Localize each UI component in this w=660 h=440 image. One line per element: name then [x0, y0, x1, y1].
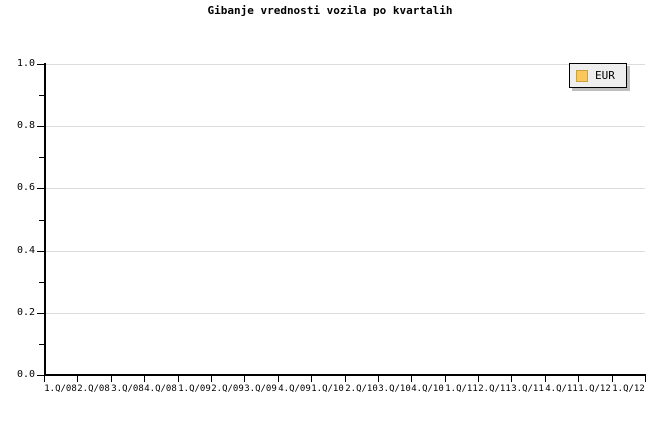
chart-title: Gibanje vrednosti vozila po kvartalih	[207, 4, 453, 17]
x-axis-tick	[144, 376, 145, 382]
legend-swatch-icon	[576, 69, 588, 82]
x-axis-tick-label: 3.Q/09	[244, 384, 277, 394]
x-axis-tick	[478, 376, 479, 382]
y-axis-tick	[37, 188, 44, 190]
x-axis-tick	[244, 376, 245, 382]
x-axis-tick-label: 1.Q/11	[445, 384, 478, 394]
x-axis-line	[44, 374, 646, 376]
x-axis-tick	[311, 376, 312, 382]
y-axis-tick-label: 1.0	[16, 58, 35, 69]
x-axis-tick-label: 2.Q/08	[77, 384, 110, 394]
x-axis-tick	[645, 376, 646, 382]
x-axis-tick	[345, 376, 346, 382]
gridline	[44, 188, 645, 190]
x-axis-tick-label: 4.Q/09	[278, 384, 311, 394]
x-axis-tick	[545, 376, 546, 382]
x-axis-tick	[411, 376, 412, 382]
y-axis-tick-label: 0.0	[16, 369, 35, 380]
y-axis-minor-tick	[39, 343, 44, 345]
legend-item-label: EUR	[595, 69, 615, 82]
x-axis-tick	[44, 376, 45, 382]
x-axis-tick-label: 3.Q/08	[111, 384, 144, 394]
x-axis-tick-label: 2.Q/10	[345, 384, 378, 394]
x-axis-tick-label: 3.Q/10	[378, 384, 411, 394]
y-axis-tick	[37, 250, 44, 252]
gridline	[44, 64, 645, 65]
y-axis-minor-tick	[39, 95, 44, 97]
x-axis-tick	[77, 376, 78, 382]
x-axis-tick	[211, 376, 212, 382]
x-axis-tick-label: 3.Q/11	[511, 384, 544, 394]
y-axis-tick-label: 0.2	[16, 306, 35, 318]
x-axis-tick	[378, 376, 379, 382]
y-axis-minor-tick	[39, 219, 44, 221]
x-axis-tick	[578, 376, 579, 382]
x-axis-tick	[278, 376, 279, 382]
x-axis-tick-label: 4.Q/10	[411, 384, 444, 394]
y-axis-tick	[37, 126, 44, 128]
y-axis-tick	[37, 64, 44, 65]
gridline	[44, 312, 645, 314]
x-axis-tick-label: 2.Q/09	[211, 384, 244, 394]
x-axis-tick-label: 1.Q/08	[44, 384, 77, 394]
x-axis-tick	[178, 376, 179, 382]
x-axis-tick-label: 2.Q/11	[478, 384, 511, 394]
x-axis-tick-label: 1.Q/10	[311, 384, 344, 394]
gridline	[44, 250, 645, 252]
x-axis-tick-label: 1.Q/12	[578, 384, 611, 394]
y-axis-tick-label: 0.8	[16, 120, 35, 132]
x-axis-tick-label: 4.Q/11	[545, 384, 578, 394]
x-axis-tick-label: 1.Q/09	[178, 384, 211, 394]
x-axis-tick	[111, 376, 112, 382]
x-axis-tick	[445, 376, 446, 382]
gridline	[44, 126, 645, 128]
y-axis-minor-tick	[39, 157, 44, 159]
x-axis-tick	[612, 376, 613, 382]
x-axis-tick-label: 4.Q/08	[144, 384, 177, 394]
y-axis-labels: 0.0 0.2 0.4 0.6 0.8 1.0	[0, 0, 35, 440]
y-axis-tick-label: 0.6	[16, 182, 35, 194]
y-axis-tick-label: 0.4	[16, 244, 35, 256]
y-axis-minor-tick	[39, 281, 44, 283]
x-axis-tick	[511, 376, 512, 382]
chart-legend[interactable]: EUR	[569, 63, 627, 88]
y-axis-line	[44, 63, 46, 376]
plot-area	[44, 64, 645, 375]
y-axis-tick	[37, 312, 44, 314]
x-axis-tick-label: 1.Q/12	[612, 384, 645, 394]
y-axis-tick	[37, 375, 44, 376]
